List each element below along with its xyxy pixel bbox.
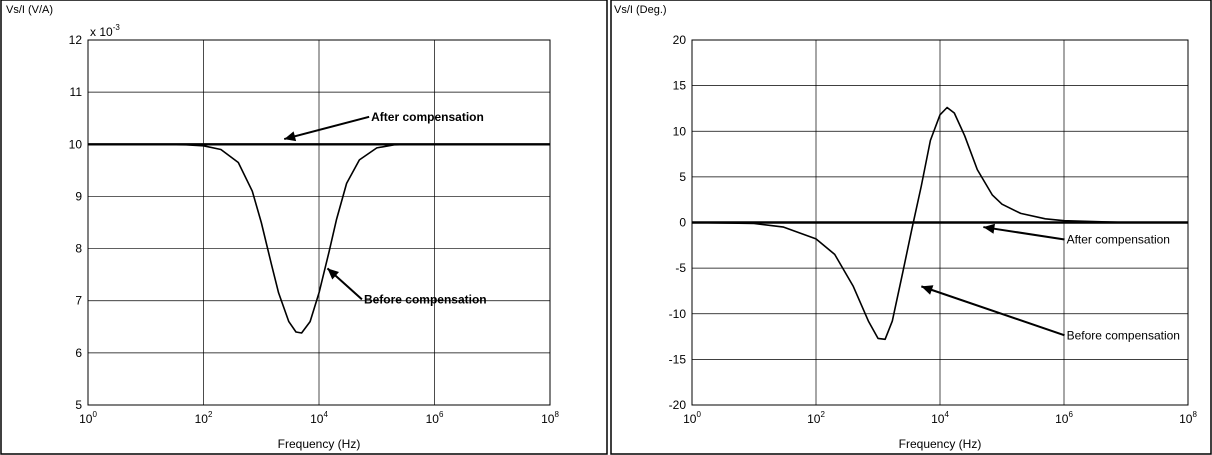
- magnitude-x-tick-label: 108: [541, 410, 559, 426]
- magnitude-annotation-arrowhead-0: [284, 131, 297, 142]
- magnitude-x-tick-label: 106: [426, 410, 444, 426]
- phase-y-tick-label: -10: [669, 307, 687, 321]
- phase-x-tick-label: 108: [1179, 410, 1197, 426]
- magnitude-annotation-label-0: After compensation: [371, 110, 484, 124]
- magnitude-y-tick-label: 12: [69, 33, 83, 47]
- magnitude-annotation-arrowhead-1: [327, 268, 339, 280]
- phase-series: [691, 106, 1188, 341]
- phase-annotation-arrow-1: [921, 285, 1065, 337]
- magnitude-y-tick-label: 9: [75, 189, 82, 203]
- magnitude-y-tick-label: 5: [75, 398, 82, 412]
- phase-y-tick-label: 5: [679, 170, 686, 184]
- magnitude-chart: 100 102 104 106 108 5 6 7 8 9 10 11 12 After compens…: [6, 4, 559, 451]
- phase-y-tick-label: 10: [673, 124, 687, 138]
- phase-annotation-label-0: After compensation: [1067, 232, 1170, 246]
- phase-y-tick-label: -20: [669, 398, 687, 412]
- magnitude-y-tick-label: 11: [70, 85, 83, 99]
- magnitude-x-axis-label: Frequency (Hz): [278, 437, 361, 451]
- phase-y-tick-label: 15: [673, 79, 687, 93]
- magnitude-ticks: 100 102 104 106 108 5 6 7 8 9 10 11 12: [69, 33, 560, 426]
- magnitude-x-tick-label: 102: [195, 410, 213, 426]
- magnitude-series: [88, 143, 550, 334]
- phase-series-line-0: [691, 106, 1188, 341]
- phase-y-tick-label: 20: [673, 33, 687, 47]
- magnitude-y-tick-label: 10: [69, 137, 83, 151]
- phase-x-tick-label: 104: [931, 410, 949, 426]
- phase-annotation-label-1: Before compensation: [1067, 328, 1180, 342]
- magnitude-y-exponent: x 10-3: [90, 23, 120, 39]
- magnitude-y-axis-label: Vs/I (V/A): [6, 4, 53, 16]
- magnitude-annotation-label-1: Before compensation: [364, 292, 487, 306]
- left-panel-frame: [0, 0, 608, 455]
- right-panel-frame: [610, 0, 1212, 455]
- phase-annotations: After compensation Before compensation: [921, 223, 1180, 342]
- magnitude-annotations: After compensation Before compensation: [283, 110, 487, 306]
- phase-ticks: 100 102 104 106 108 -20 -15 -10 -5 0 5 10 15 20: [669, 33, 1198, 426]
- magnitude-y-tick-label: 7: [75, 294, 82, 308]
- phase-chart: 100 102 104 106 108 -20 -15 -10 -5 0 5 10 15 20 After…: [614, 4, 1197, 451]
- phase-x-tick-label: 106: [1055, 410, 1073, 426]
- phase-x-tick-label: 100: [683, 410, 701, 426]
- phase-y-axis-label: Vs/I (Deg.): [614, 4, 667, 16]
- phase-y-tick-label: -5: [675, 261, 686, 275]
- phase-annotation-arrowhead-1: [921, 285, 934, 295]
- phase-x-axis-label: Frequency (Hz): [899, 437, 982, 451]
- magnitude-y-tick-label: 6: [75, 346, 82, 360]
- phase-annotation-arrow-0: [983, 226, 1065, 241]
- phase-x-tick-label: 102: [807, 410, 825, 426]
- magnitude-y-tick-label: 8: [75, 242, 82, 256]
- magnitude-x-tick-label: 100: [79, 410, 97, 426]
- phase-annotation-arrowhead-0: [983, 223, 995, 234]
- phase-y-tick-label: 0: [679, 216, 686, 230]
- magnitude-annotation-arrow-0: [283, 115, 370, 141]
- magnitude-x-tick-label: 104: [310, 410, 328, 426]
- phase-y-tick-label: -15: [669, 352, 687, 366]
